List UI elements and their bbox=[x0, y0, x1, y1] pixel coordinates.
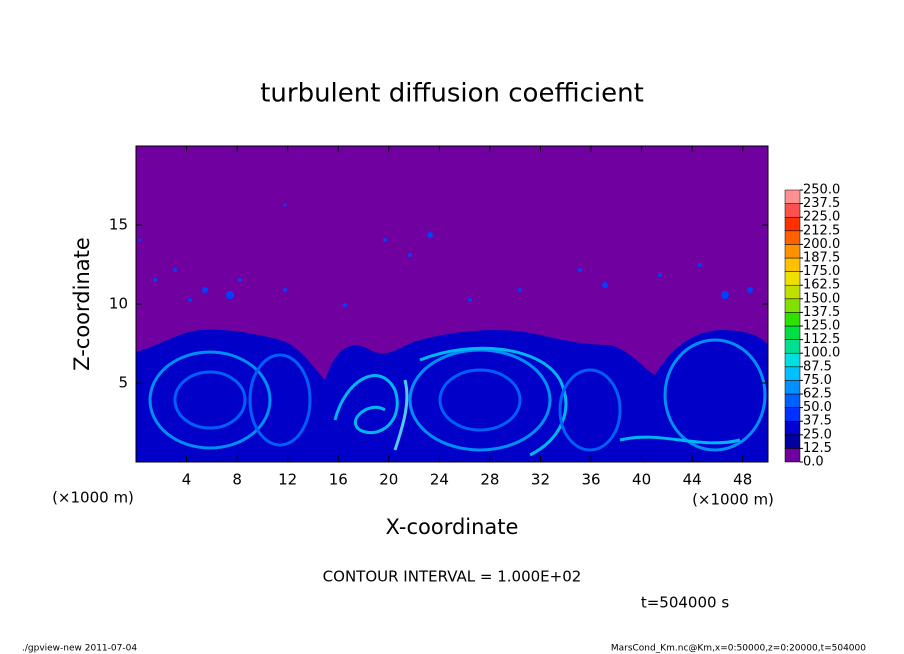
colorbar-band bbox=[784, 380, 801, 395]
colorbar-tick-label: 162.5 bbox=[803, 278, 840, 293]
chart-title: turbulent diffusion coefficient bbox=[260, 79, 644, 109]
x-tick-label: 4 bbox=[182, 471, 192, 489]
x-tick-label: 36 bbox=[581, 471, 600, 489]
turbulent-region bbox=[136, 329, 768, 462]
colorbar-tick-label: 237.5 bbox=[803, 196, 840, 211]
colorbar-tick-label: 250.0 bbox=[803, 183, 840, 198]
colorbar-band bbox=[784, 448, 801, 463]
contour-interval: CONTOUR INTERVAL = 1.000E+02 bbox=[323, 568, 582, 586]
x-tick-label: 12 bbox=[278, 471, 297, 489]
colorbar-band bbox=[784, 257, 801, 272]
colorbar-tick-label: 37.5 bbox=[803, 414, 832, 429]
x-tick-label: 16 bbox=[329, 471, 348, 489]
colorbar-tick-label: 62.5 bbox=[803, 387, 832, 402]
y-tick-label: 15 bbox=[109, 216, 128, 234]
colorbar-band bbox=[784, 407, 801, 422]
x-axis-unit: (×1000 m) bbox=[692, 491, 774, 509]
colorbar-band bbox=[784, 203, 801, 218]
colorbar-band bbox=[784, 244, 801, 259]
y-axis-label: Z-coordinate bbox=[70, 237, 94, 371]
colorbar-tick-label: 150.0 bbox=[803, 291, 840, 306]
colorbar-tick-label: 225.0 bbox=[803, 210, 840, 225]
colorbar-tick-label: 100.0 bbox=[803, 346, 840, 361]
colorbar-tick-label: 50.0 bbox=[803, 400, 832, 415]
colorbar-band bbox=[784, 420, 801, 436]
colorbar-tick-label: 175.0 bbox=[803, 264, 840, 279]
colorbar-band bbox=[784, 325, 801, 340]
x-tick-label: 28 bbox=[480, 471, 499, 489]
time-label: t=504000 s bbox=[641, 594, 729, 612]
colorbar-tick-label: 87.5 bbox=[803, 359, 832, 374]
colorbar-tick-label: 25.0 bbox=[803, 427, 832, 442]
eddies bbox=[148, 338, 767, 457]
x-tick-label: 44 bbox=[683, 471, 702, 489]
colorbar-band bbox=[784, 189, 801, 204]
x-tick-label: 20 bbox=[379, 471, 398, 489]
colorbar-band bbox=[784, 284, 801, 300]
colorbar-tick-label: 137.5 bbox=[803, 305, 840, 320]
x-tick-label: 32 bbox=[531, 471, 550, 489]
x-tick-label: 48 bbox=[733, 471, 752, 489]
colorbar-tick-label: 75.0 bbox=[803, 373, 832, 388]
colorbar-tick-label: 212.5 bbox=[803, 223, 840, 238]
colorbar-tick-label: 112.5 bbox=[803, 332, 840, 347]
scattered-eddies bbox=[138, 203, 753, 307]
colorbar-band bbox=[784, 271, 801, 286]
y-tick-label: 5 bbox=[118, 374, 128, 392]
y-tick-label: 10 bbox=[109, 295, 128, 313]
x-axis-label: X-coordinate bbox=[386, 515, 519, 539]
colorbar-band bbox=[784, 216, 801, 232]
colorbar-band bbox=[784, 366, 801, 381]
footer-right: MarsCond_Km.nc@Km,x=0:50000,z=0:20000,t=… bbox=[611, 644, 866, 654]
x-axis-unit: (×1000 m) bbox=[52, 489, 134, 507]
colorbar-band bbox=[784, 230, 801, 245]
field bbox=[135, 145, 769, 463]
x-tick-label: 24 bbox=[430, 471, 449, 489]
colorbar-band bbox=[784, 339, 801, 354]
colorbar-tick-label: 12.5 bbox=[803, 441, 832, 456]
colorbar-band bbox=[784, 434, 801, 449]
x-tick-label: 40 bbox=[632, 471, 651, 489]
colorbar-tick-label: 125.0 bbox=[803, 319, 840, 334]
colorbar-band bbox=[784, 352, 801, 368]
colorbar-band bbox=[784, 298, 801, 313]
colorbar-tick-label: 0.0 bbox=[803, 455, 824, 470]
colorbar-band bbox=[784, 393, 801, 408]
x-tick-label: 8 bbox=[232, 471, 242, 489]
colorbar-tick-label: 187.5 bbox=[803, 251, 840, 266]
colorbar-tick-label: 200.0 bbox=[803, 237, 840, 252]
colorbar-band bbox=[784, 312, 801, 327]
footer-left: ./gpview-new 2011-07-04 bbox=[22, 644, 137, 654]
